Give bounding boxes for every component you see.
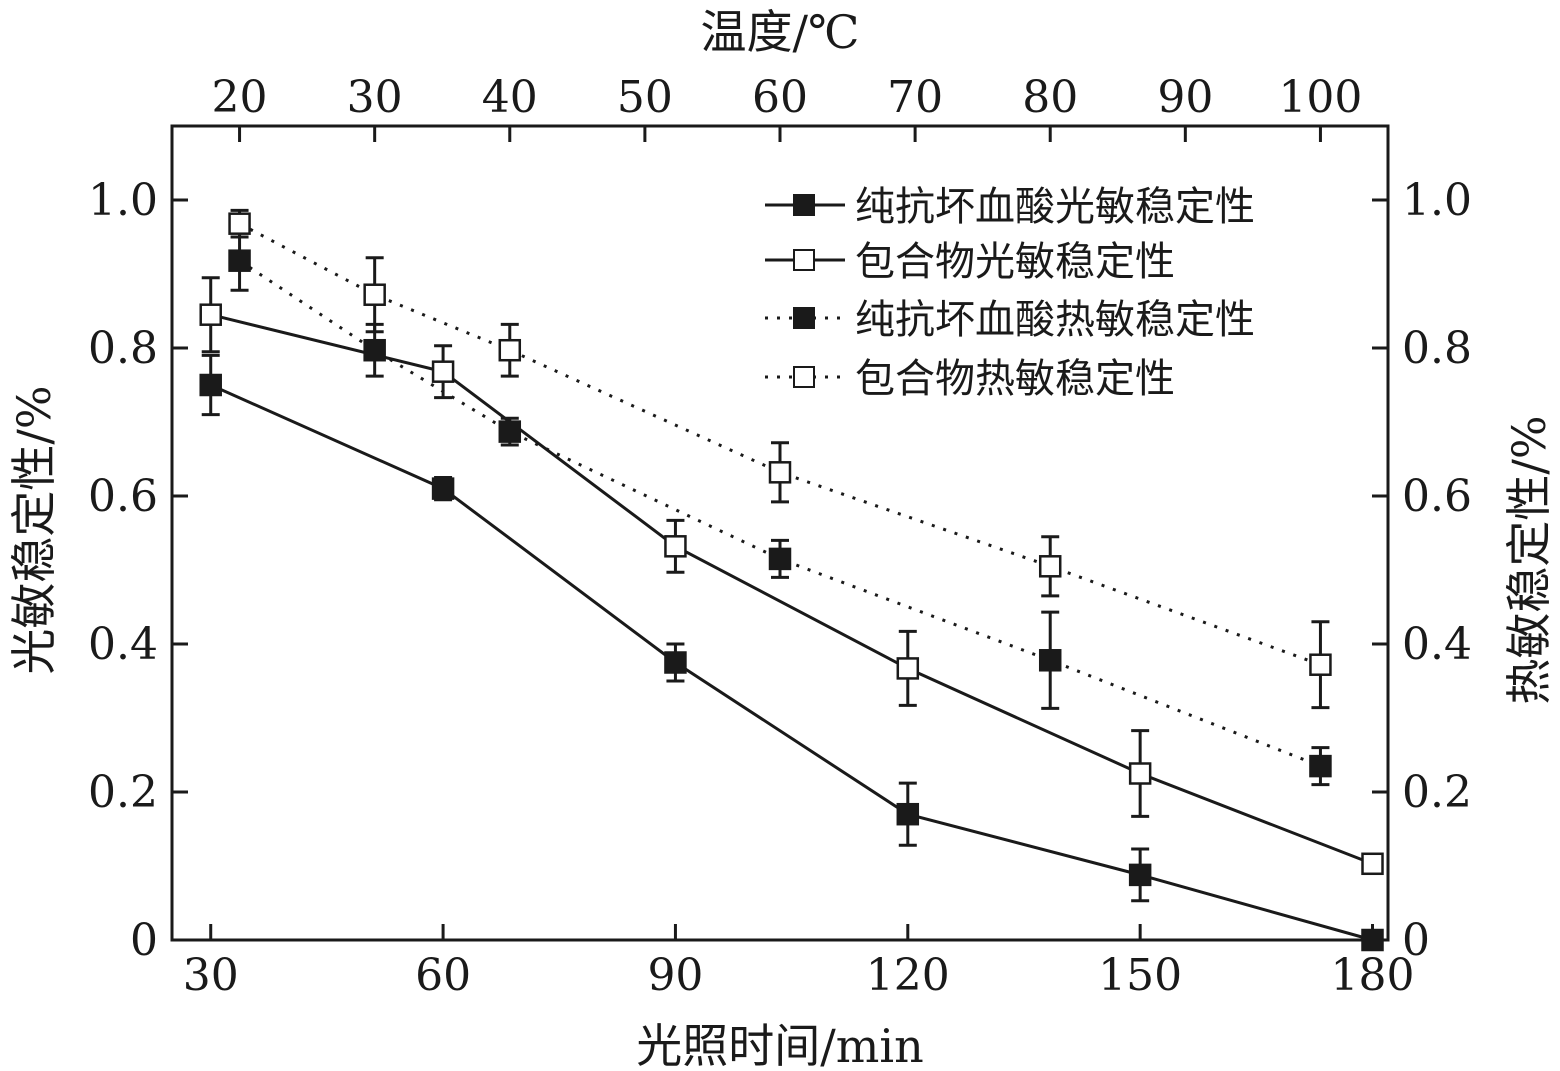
data-point — [498, 338, 522, 362]
x-top-tick-label: 50 — [617, 72, 673, 123]
y-tick-label-right: 0.6 — [1402, 471, 1472, 522]
x-top-tick-label: 60 — [752, 72, 808, 123]
y-tick-label-left: 0 — [130, 915, 158, 966]
series-line — [210, 313, 1374, 866]
x-top-tick-label: 100 — [1278, 72, 1362, 123]
y-tick-label-right: 0.8 — [1402, 323, 1472, 374]
left-axis-title: 光敏稳定性/% — [7, 385, 61, 674]
data-point — [498, 420, 522, 443]
data-point — [1361, 852, 1384, 876]
data-point — [1361, 928, 1384, 952]
series-1 — [199, 276, 1384, 876]
data-point — [1038, 649, 1062, 672]
series-line — [238, 222, 1321, 667]
y-tick-label-left: 0.8 — [88, 323, 158, 374]
data-point — [431, 477, 455, 500]
x-top-tick-label: 80 — [1022, 72, 1078, 123]
series-0 — [199, 353, 1384, 952]
data-point — [431, 360, 455, 383]
legend-label: 包合物热敏稳定性 — [855, 356, 1175, 402]
data-point — [199, 303, 222, 326]
legend-item: 包合物光敏稳定性 — [765, 239, 1175, 285]
data-point — [1128, 863, 1152, 887]
legend-label: 包合物光敏稳定性 — [855, 239, 1175, 285]
series-layer — [199, 208, 1384, 952]
data-point — [896, 802, 920, 826]
x-bottom-tick-label: 60 — [415, 950, 471, 1001]
data-point — [664, 651, 687, 674]
x-top-tick-label: 90 — [1157, 72, 1213, 123]
data-point — [768, 547, 792, 571]
data-point — [768, 461, 792, 484]
x-bottom-tick-label: 120 — [866, 950, 950, 1001]
legend-item: 纯抗坏血酸光敏稳定性 — [765, 184, 1255, 230]
right-axis-title: 热敏稳定性/% — [1502, 415, 1556, 704]
plot-frame — [170, 124, 1390, 942]
legend-item: 纯抗坏血酸热敏稳定性 — [765, 297, 1255, 343]
top-axis-title: 温度/℃ — [701, 5, 860, 59]
data-point — [1309, 653, 1332, 676]
y-tick-label-right: 0.4 — [1402, 619, 1472, 670]
y-tick-label-left: 1.0 — [88, 175, 158, 226]
data-point — [1309, 754, 1332, 778]
data-point — [1038, 555, 1062, 578]
y-tick-label-left: 0.4 — [88, 619, 158, 670]
x-top-tick-label: 20 — [212, 72, 268, 123]
x-top-tick-label: 70 — [887, 72, 943, 123]
bottom-axis-title: 光照时间/min — [636, 1019, 923, 1071]
legend-label: 纯抗坏血酸热敏稳定性 — [855, 297, 1255, 343]
legend-marker — [793, 249, 815, 271]
data-point — [228, 249, 251, 272]
data-point — [664, 535, 687, 558]
data-point — [896, 657, 920, 680]
x-bottom-tick-label: 180 — [1331, 950, 1415, 1001]
series-line — [210, 383, 1373, 942]
legend-marker — [793, 307, 815, 329]
data-point — [228, 212, 251, 235]
data-point — [1128, 762, 1152, 785]
y-tick-label-right: 0.2 — [1402, 767, 1472, 818]
x-bottom-tick-label: 150 — [1098, 950, 1182, 1001]
series-line — [238, 259, 1321, 768]
series-2 — [228, 229, 1332, 787]
ticks-layer: 0 0 0.2 0.2 0.4 0.4 0.6 0.6 0.8 0.8 1.0 1.0 30 60 90 12… — [88, 72, 1472, 1001]
data-point — [363, 283, 386, 306]
data-point — [199, 373, 222, 397]
x-top-tick-label: 30 — [347, 72, 403, 123]
legend-label: 纯抗坏血酸光敏稳定性 — [855, 184, 1255, 230]
series-3 — [228, 208, 1332, 710]
y-tick-label-left: 0.2 — [88, 767, 158, 818]
legend: 纯抗坏血酸光敏稳定性 包合物光敏稳定性 纯抗坏血酸热敏稳定性 包合物热敏稳定性 — [765, 184, 1255, 402]
x-top-tick-label: 40 — [482, 72, 538, 123]
legend-marker — [793, 194, 815, 216]
legend-item: 包合物热敏稳定性 — [765, 356, 1175, 402]
y-tick-label-right: 1.0 — [1402, 175, 1472, 226]
y-tick-label-right: 0 — [1402, 915, 1430, 966]
data-point — [363, 338, 386, 362]
x-bottom-tick-label: 90 — [647, 950, 703, 1001]
x-bottom-tick-label: 30 — [183, 950, 239, 1001]
legend-marker — [793, 366, 815, 388]
y-tick-label-left: 0.6 — [88, 471, 158, 522]
